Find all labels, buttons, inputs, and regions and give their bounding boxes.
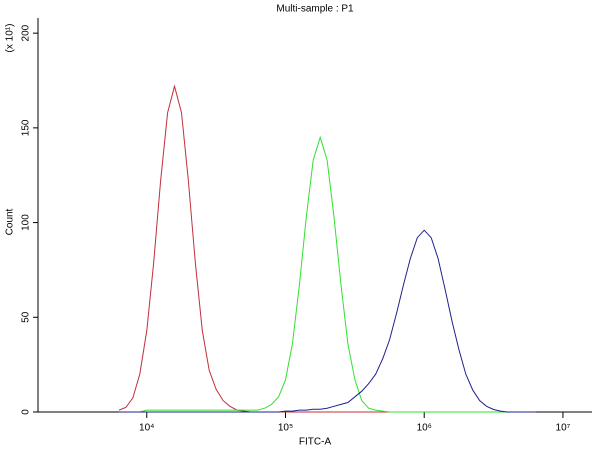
x-tick-label: 10⁶: [417, 423, 432, 434]
y-axis-label: Count: [5, 208, 16, 235]
x-tick-label: 10⁵: [278, 423, 293, 434]
y-tick-label: 0: [21, 409, 32, 415]
x-tick-label: 10⁴: [139, 423, 154, 434]
y-multiplier: (x 10¹): [5, 24, 16, 53]
series-line: [119, 135, 536, 413]
y-tick-label: 200: [21, 24, 32, 41]
y-tick-label: 50: [21, 311, 32, 323]
y-tick-label: 150: [21, 119, 32, 136]
x-axis-label: FITC-A: [299, 437, 332, 448]
series-line: [119, 229, 536, 413]
x-tick-label: 10⁷: [556, 423, 571, 434]
series-line: [118, 84, 536, 413]
y-tick-label: 100: [21, 214, 32, 231]
chart-title: Multi-sample : P1: [276, 4, 354, 15]
